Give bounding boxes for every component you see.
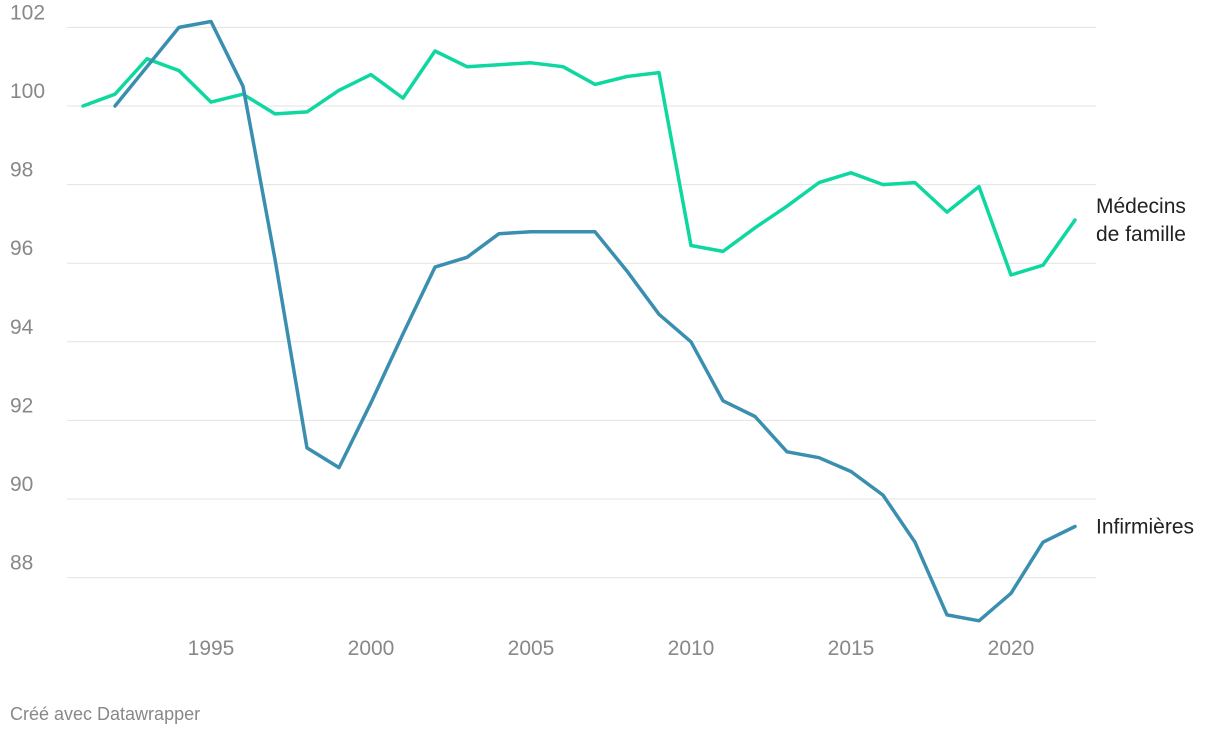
x-axis-ticks: 1995 2000 2005 2010 2015 2020 <box>188 637 1035 660</box>
y-axis-ticks: 88 90 92 94 96 98 100 102 <box>10 1 45 574</box>
series-labels: Médecins de famille Infirmières <box>1096 195 1194 539</box>
y-tick-label: 102 <box>10 1 45 24</box>
series-label: de famille <box>1096 223 1186 246</box>
y-gridlines <box>67 26 1096 579</box>
x-tick-label: 2000 <box>348 637 395 660</box>
x-tick-label: 2005 <box>508 637 555 660</box>
series-line-infirmieres <box>113 19 1077 623</box>
y-tick-label: 100 <box>10 80 45 103</box>
x-tick-label: 2015 <box>828 637 875 660</box>
y-tick-label: 94 <box>10 316 34 339</box>
y-tick-label: 88 <box>10 552 33 575</box>
series-line-medecins <box>81 49 1077 277</box>
x-tick-label: 2020 <box>988 637 1035 660</box>
y-tick-label: 98 <box>10 159 33 182</box>
series-lines <box>81 19 1077 623</box>
datawrapper-credit: Créé avec Datawrapper <box>10 704 201 724</box>
y-tick-label: 96 <box>10 237 33 260</box>
x-tick-label: 2010 <box>668 637 715 660</box>
y-tick-label: 90 <box>10 473 33 496</box>
x-tick-label: 1995 <box>188 637 235 660</box>
series-label: Médecins <box>1096 195 1186 218</box>
y-tick-label: 92 <box>10 394 33 417</box>
series-label: Infirmières <box>1096 516 1194 539</box>
